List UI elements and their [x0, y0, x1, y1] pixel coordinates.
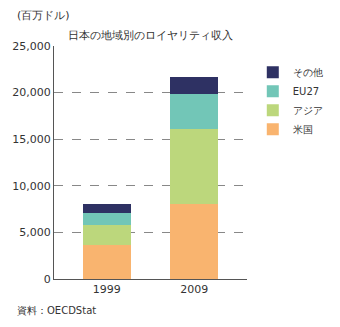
svg-text:1999: 1999: [93, 283, 121, 296]
svg-text:25,000: 25,000: [12, 40, 51, 53]
svg-text:アジア: アジア: [293, 105, 323, 116]
svg-text:米国: 米国: [293, 124, 313, 135]
svg-text:10,000: 10,000: [12, 180, 51, 193]
svg-text:20,000: 20,000: [12, 86, 51, 99]
svg-text:EU27: EU27: [293, 86, 319, 97]
svg-text:2009: 2009: [180, 283, 208, 296]
svg-text:その他: その他: [293, 67, 323, 78]
svg-text:(百万ドル): (百万ドル): [17, 9, 70, 22]
svg-text:0: 0: [44, 273, 51, 286]
svg-text:5,000: 5,000: [19, 226, 51, 239]
svg-text:15,000: 15,000: [12, 133, 51, 146]
svg-text:日本の地域別のロイヤリティ収入: 日本の地域別のロイヤリティ収入: [68, 29, 233, 42]
svg-text:資料：OECDStat: 資料：OECDStat: [17, 305, 96, 316]
